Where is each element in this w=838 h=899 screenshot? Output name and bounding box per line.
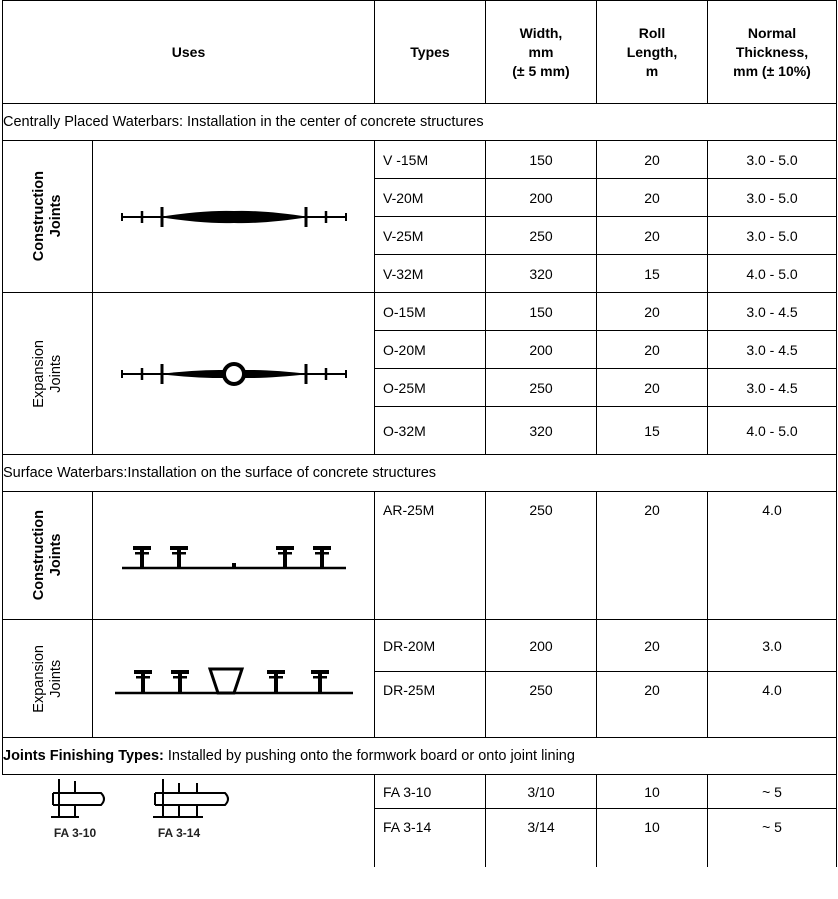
fa314-profile-label: FA 3-14 xyxy=(158,826,201,840)
group-label-cell: Construction Joints xyxy=(2,491,93,620)
width-cell: 150 xyxy=(485,140,597,179)
roll-cell: 20 xyxy=(596,330,708,369)
table-row: O-20M 200 20 3.0 - 4.5 xyxy=(3,330,837,369)
table-row: O-25M 250 20 3.0 - 4.5 xyxy=(3,368,837,407)
table-row: FA 3-14 3/14 10 ~ 5 xyxy=(3,808,837,867)
type-cell: O-32M xyxy=(374,406,486,455)
width-cell: 200 xyxy=(485,330,597,369)
profile-cell xyxy=(92,292,375,455)
group-label-expansion: Expansion Joints xyxy=(30,644,64,713)
profile-cell xyxy=(92,619,375,738)
fa-finishing-profiles-image: FA 3-10 FA 3-14 xyxy=(51,779,229,840)
width-cell: 150 xyxy=(485,292,597,331)
width-cell: 200 xyxy=(485,619,597,672)
thickness-cell: 3.0 - 4.5 xyxy=(707,330,837,369)
width-cell: 250 xyxy=(485,671,597,738)
group-label-expansion: Expansion Joints xyxy=(30,339,64,408)
group-label-cell: Expansion Joints xyxy=(2,619,93,738)
thickness-cell: 3.0 - 5.0 xyxy=(707,140,837,179)
thickness-cell: 3.0 - 4.5 xyxy=(707,368,837,407)
table-row: V-32M 320 15 4.0 - 5.0 xyxy=(3,254,837,293)
table-row: Expansion Joints O-15M 150 20 3.0 - 4.5 xyxy=(2,292,837,455)
roll-cell: 15 xyxy=(596,406,708,455)
group-label-construction: Construction Joints xyxy=(30,171,64,262)
table-row: FA 3-10 FA 3-14 FA 3-10 3/10 10 ~ 5 xyxy=(2,774,837,867)
section-row-finishing: Joints Finishing Types: Installed by pus… xyxy=(2,737,837,775)
roll-cell: 20 xyxy=(596,292,708,331)
width-cell: 200 xyxy=(485,178,597,217)
thickness-cell: 3.0 - 5.0 xyxy=(707,216,837,255)
group-label-cell: Expansion Joints xyxy=(2,292,93,455)
header-thickness: Normal Thickness, mm (± 10%) xyxy=(707,0,837,104)
roll-cell: 20 xyxy=(596,178,708,217)
waterbar-spec-table: Uses Types Width, mm (± 5 mm) Roll Length, m… xyxy=(2,0,837,867)
ar-surface-waterbar-profile-image xyxy=(121,545,346,569)
table-row: Construction Joints V -15M 150 20 3.0 - 5… xyxy=(2,140,837,293)
profile-cell: FA 3-10 FA 3-14 xyxy=(2,774,375,867)
width-cell: 250 xyxy=(485,491,597,620)
roll-cell: 10 xyxy=(596,774,708,809)
header-roll-length: Roll Length, m xyxy=(596,0,708,104)
table-row: DR-25M 250 20 4.0 xyxy=(3,671,837,738)
section-title: Surface Waterbars:Installation on the su… xyxy=(2,454,837,492)
thickness-cell: 3.0 - 5.0 xyxy=(707,178,837,217)
width-cell: 250 xyxy=(485,216,597,255)
profile-cell xyxy=(92,140,375,293)
roll-cell: 20 xyxy=(596,368,708,407)
thickness-cell: 4.0 xyxy=(707,491,837,620)
roll-cell: 20 xyxy=(596,619,708,672)
width-cell: 320 xyxy=(485,254,597,293)
roll-cell: 20 xyxy=(596,491,708,620)
section-row-surface: Surface Waterbars:Installation on the su… xyxy=(2,454,837,492)
group-label-cell: Construction Joints xyxy=(2,140,93,293)
roll-cell: 20 xyxy=(596,216,708,255)
profile-cell xyxy=(92,491,375,620)
section-title: Joints Finishing Types: Installed by pus… xyxy=(2,737,837,775)
v-waterbar-profile-image xyxy=(120,206,347,227)
type-cell: DR-25M xyxy=(374,671,486,738)
section-row-central: Centrally Placed Waterbars: Installation… xyxy=(2,103,837,141)
type-cell: V-20M xyxy=(374,178,486,217)
thickness-cell: 4.0 xyxy=(707,671,837,738)
roll-cell: 20 xyxy=(596,671,708,738)
header-width: Width, mm (± 5 mm) xyxy=(485,0,597,104)
width-cell: 3/14 xyxy=(485,808,597,867)
type-cell: V -15M xyxy=(374,140,486,179)
fa310-profile-label: FA 3-10 xyxy=(54,826,97,840)
width-cell: 3/10 xyxy=(485,774,597,809)
type-cell: FA 3-10 xyxy=(374,774,486,809)
type-cell: FA 3-14 xyxy=(374,808,486,867)
section-title: Centrally Placed Waterbars: Installation… xyxy=(2,103,837,141)
roll-cell: 10 xyxy=(596,808,708,867)
width-cell: 320 xyxy=(485,406,597,455)
table-row: Construction Joints AR-25M 250 20 4.0 xyxy=(2,491,837,620)
group-label-construction: Construction Joints xyxy=(30,510,64,601)
thickness-cell: 3.0 - 4.5 xyxy=(707,292,837,331)
header-uses: Uses xyxy=(2,0,375,104)
thickness-cell: ~ 5 xyxy=(707,808,837,867)
thickness-cell: 4.0 - 5.0 xyxy=(707,406,837,455)
type-cell: O-20M xyxy=(374,330,486,369)
roll-cell: 20 xyxy=(596,140,708,179)
table-row: Expansion Joints DR-20M 200 20 3.0 xyxy=(2,619,837,738)
o-waterbar-profile-image xyxy=(120,361,347,386)
header-types: Types xyxy=(374,0,486,104)
thickness-cell: ~ 5 xyxy=(707,774,837,809)
roll-cell: 15 xyxy=(596,254,708,293)
type-cell: O-25M xyxy=(374,368,486,407)
dr-surface-waterbar-profile-image xyxy=(114,667,353,694)
thickness-cell: 4.0 - 5.0 xyxy=(707,254,837,293)
type-cell: DR-20M xyxy=(374,619,486,672)
thickness-cell: 3.0 xyxy=(707,619,837,672)
type-cell: V-25M xyxy=(374,216,486,255)
width-cell: 250 xyxy=(485,368,597,407)
type-cell: O-15M xyxy=(374,292,486,331)
type-cell: V-32M xyxy=(374,254,486,293)
type-cell: AR-25M xyxy=(374,491,486,620)
header-row: Uses Types Width, mm (± 5 mm) Roll Length, m… xyxy=(2,0,837,104)
